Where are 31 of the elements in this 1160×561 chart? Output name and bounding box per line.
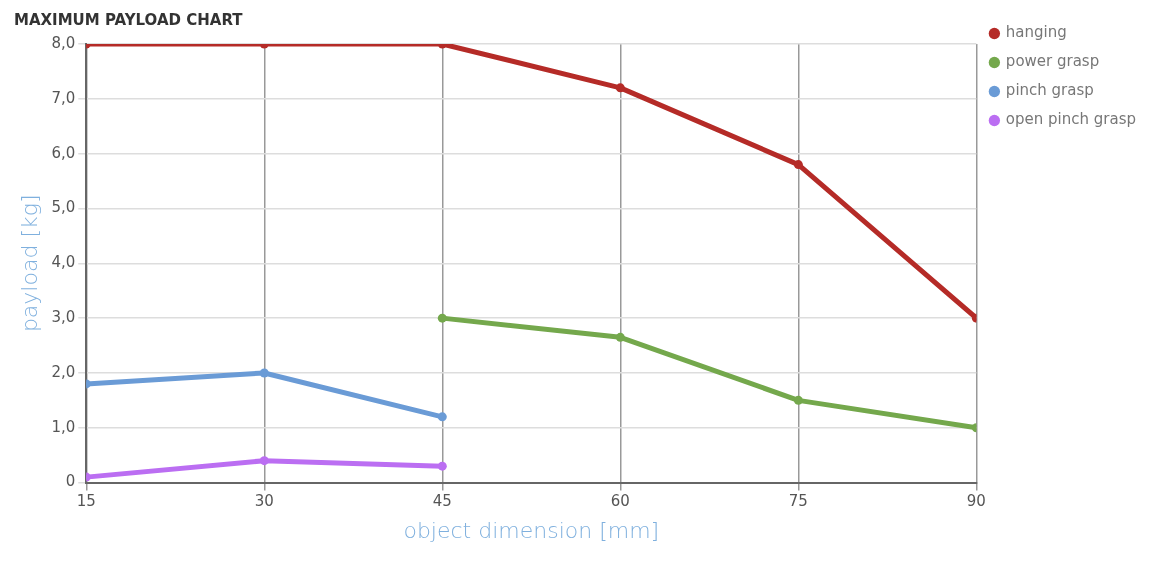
y-tick-label: 0 (65, 472, 76, 491)
point (793, 395, 803, 405)
x-tick-label: 45 (432, 492, 452, 511)
x-axis-title: object dimension [mm] (403, 517, 660, 543)
y-tick-label: 4,0 (51, 253, 76, 272)
y-tick-label: 8,0 (51, 33, 76, 52)
legend-label: power grasp (1005, 52, 1100, 71)
x-tick-label: 60 (610, 492, 630, 511)
point (437, 313, 447, 323)
point (615, 83, 625, 93)
point (259, 368, 269, 378)
point (437, 461, 447, 471)
point (259, 456, 269, 466)
point (437, 412, 447, 422)
x-tick-label: 15 (76, 492, 96, 511)
y-tick-label: 5,0 (51, 198, 76, 217)
x-tick-label: 75 (788, 492, 808, 511)
y-tick-label: 6,0 (51, 143, 76, 162)
y-tick-label: 3,0 (51, 308, 76, 327)
legend-label: hanging (1005, 23, 1067, 42)
y-tick-label: 2,0 (51, 362, 76, 381)
legend-label: open pinch grasp (1005, 110, 1136, 129)
y-tick-label: 7,0 (51, 88, 76, 107)
y-tick-label: 1,0 (51, 417, 76, 436)
point (615, 332, 625, 342)
y-axis-title: payload [kg] (16, 194, 42, 333)
point (793, 160, 803, 170)
chart-title: MAXIMUM PAYLOAD CHART (14, 10, 244, 29)
x-tick-label: 90 (966, 492, 986, 511)
legend-label: pinch grasp (1005, 81, 1094, 100)
x-tick-label: 30 (254, 492, 274, 511)
